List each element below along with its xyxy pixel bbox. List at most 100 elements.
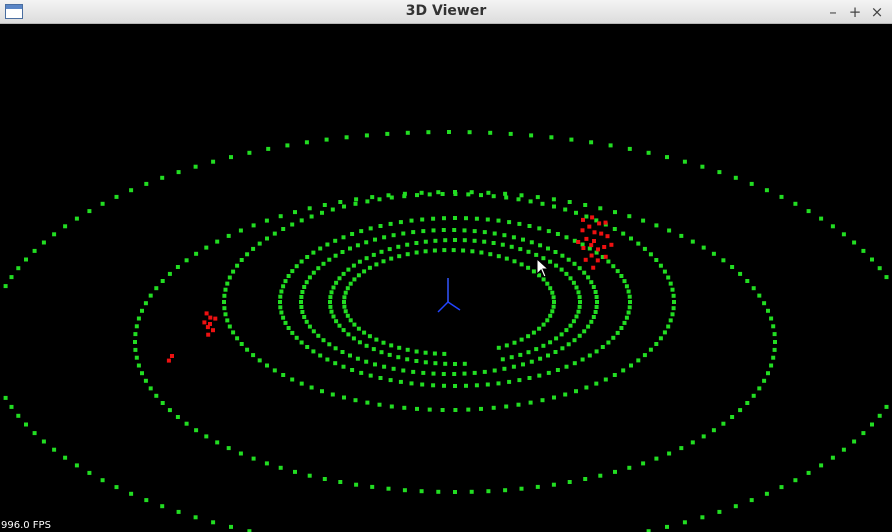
point-cloud-point xyxy=(870,257,874,262)
point-cloud-point xyxy=(281,284,286,289)
point-cloud-point xyxy=(549,135,554,140)
point-cloud-point xyxy=(329,290,334,295)
point-cloud-point xyxy=(427,192,432,197)
point-cloud-point xyxy=(766,371,770,376)
point-cloud-point xyxy=(389,195,394,200)
highlight-point xyxy=(592,239,596,243)
point-cloud-point xyxy=(423,249,428,254)
point-cloud-point xyxy=(281,227,286,231)
point-cloud-point xyxy=(226,446,231,451)
point-cloud-point xyxy=(32,248,37,253)
point-cloud-point xyxy=(341,235,346,240)
axis-gizmo-line xyxy=(437,301,449,313)
point-cloud-point xyxy=(167,271,172,276)
point-cloud-point xyxy=(245,347,250,352)
point-cloud-point xyxy=(440,408,445,412)
point-cloud-point xyxy=(503,191,508,196)
point-cloud-point xyxy=(552,300,556,304)
point-cloud-point xyxy=(577,304,582,309)
point-cloud-point xyxy=(730,415,735,419)
point-cloud-point xyxy=(346,332,351,337)
point-cloud-point xyxy=(397,254,402,259)
highlight-point xyxy=(596,247,600,252)
point-cloud-point xyxy=(193,164,198,169)
minimize-button[interactable]: – xyxy=(829,3,837,21)
point-cloud-point xyxy=(559,267,564,272)
point-cloud-point xyxy=(466,192,471,197)
point-cloud-point xyxy=(574,314,579,319)
point-cloud-point xyxy=(749,181,754,186)
point-cloud-point xyxy=(231,330,236,335)
point-cloud-point xyxy=(721,258,726,263)
point-cloud-point xyxy=(567,480,572,484)
point-cloud-point xyxy=(500,242,505,247)
point-cloud-point xyxy=(222,300,226,304)
point-cloud-point xyxy=(553,250,558,254)
point-cloud-point xyxy=(626,310,631,315)
point-cloud-point xyxy=(615,330,620,335)
point-cloud-point xyxy=(492,368,497,373)
point-cloud-point xyxy=(738,271,743,276)
point-cloud-point xyxy=(648,347,653,352)
point-cloud-point xyxy=(550,290,555,295)
point-cloud-point xyxy=(611,264,616,269)
point-cloud-point xyxy=(311,329,316,334)
point-cloud-point xyxy=(436,190,441,195)
point-cloud-point xyxy=(598,206,603,211)
point-cloud-point xyxy=(359,229,364,234)
point-cloud-point xyxy=(160,279,165,283)
point-cloud-point xyxy=(554,263,559,268)
point-cloud-point xyxy=(526,265,531,270)
point-cloud-point xyxy=(548,313,553,318)
point-cloud-point xyxy=(841,447,846,452)
maximize-button[interactable]: + xyxy=(848,3,862,21)
highlight-point xyxy=(170,354,174,358)
point-cloud-point xyxy=(423,239,428,244)
point-cloud-point xyxy=(140,371,144,376)
point-cloud-point xyxy=(251,223,256,228)
point-cloud-point xyxy=(431,371,436,376)
point-cloud-point xyxy=(627,465,632,470)
point-cloud-point xyxy=(414,241,419,245)
point-cloud-point xyxy=(414,349,419,354)
point-cloud-point xyxy=(227,324,232,329)
close-button[interactable]: × xyxy=(870,3,884,21)
point-cloud-point xyxy=(411,369,416,374)
point-cloud-point xyxy=(355,243,360,248)
point-cloud-point xyxy=(773,340,777,344)
point-cloud-point xyxy=(534,252,539,257)
point-cloud-point xyxy=(290,330,295,335)
point-cloud-point xyxy=(537,273,542,278)
point-cloud-point xyxy=(613,469,617,474)
3d-viewport[interactable]: 996.0 FPS xyxy=(0,24,892,532)
point-cloud-point xyxy=(32,431,37,436)
point-cloud-point xyxy=(367,334,372,339)
point-cloud-point xyxy=(619,274,624,278)
point-cloud-point xyxy=(211,159,216,164)
point-cloud-point xyxy=(431,216,436,221)
point-cloud-point xyxy=(548,286,553,291)
window-app-icon[interactable] xyxy=(5,4,23,19)
point-cloud-point xyxy=(606,340,611,345)
point-cloud-point xyxy=(204,245,209,250)
point-cloud-point xyxy=(658,263,663,268)
point-cloud-point xyxy=(402,194,407,199)
point-cloud-point xyxy=(294,335,299,340)
point-cloud-point xyxy=(535,195,540,200)
point-cloud-point xyxy=(668,318,673,323)
point-cloud-point xyxy=(194,428,199,433)
point-cloud-point xyxy=(806,209,811,214)
title-bar[interactable]: 3D Viewer – + × xyxy=(0,0,892,24)
point-cloud-point xyxy=(779,485,784,490)
point-cloud-point xyxy=(613,210,617,215)
point-cloud-scene[interactable] xyxy=(0,24,892,532)
point-cloud-point xyxy=(342,304,347,309)
point-cloud-point xyxy=(409,218,414,223)
point-cloud-point xyxy=(470,249,475,254)
point-cloud-point xyxy=(671,306,676,311)
point-cloud-point xyxy=(485,217,490,222)
point-cloud-point xyxy=(278,465,283,470)
point-cloud-point xyxy=(272,231,277,236)
point-cloud-point xyxy=(329,309,334,314)
point-cloud-point xyxy=(546,353,550,358)
